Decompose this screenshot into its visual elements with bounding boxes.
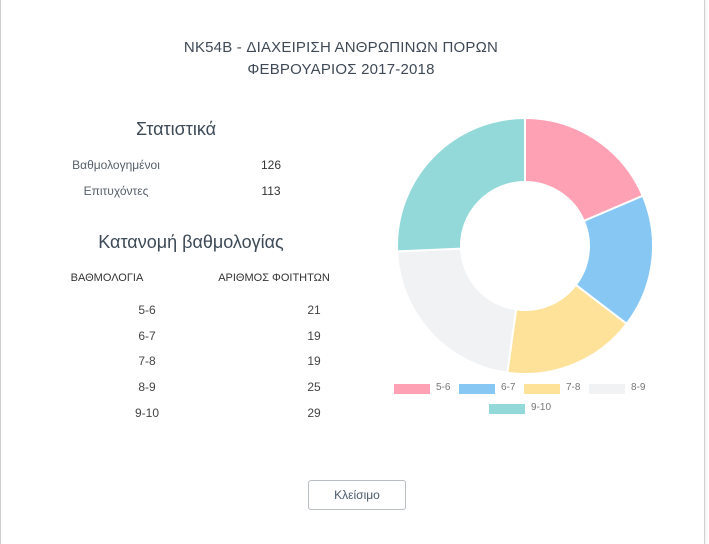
stats-value: 126 xyxy=(260,158,282,172)
grade-range: 7-8 xyxy=(138,354,156,368)
grade-range: 6-7 xyxy=(138,329,156,343)
grade-distribution-chart xyxy=(393,114,658,379)
column-header-grade: ΒΑΘΜΟΛΟΓΙΑ xyxy=(70,272,144,284)
student-count: 21 xyxy=(307,303,321,317)
legend-label: 8-9 xyxy=(631,382,646,393)
modal-title-line1: NK54B - ΔΙΑΧΕΙΡΙΣΗ ΑΝΘΡΩΠΙΝΩΝ ΠΟΡΩΝ xyxy=(183,39,499,56)
stats-label: Επιτυχόντες xyxy=(83,184,149,198)
stats-value: 113 xyxy=(261,184,281,198)
grade-range: 5-6 xyxy=(138,303,156,317)
legend-label: 6-7 xyxy=(501,382,516,393)
donut-slice-8-9[interactable] xyxy=(396,247,518,374)
legend-swatch xyxy=(524,384,560,394)
donut-slice-9-10[interactable] xyxy=(396,116,526,253)
close-button[interactable]: Κλείσιμο xyxy=(308,480,406,510)
legend-swatch xyxy=(489,404,525,414)
donut-chart-svg xyxy=(396,116,654,375)
legend-swatch xyxy=(459,384,495,394)
column-header-students: ΑΡΙΘΜΟΣ ΦΟΙΤΗΤΩΝ xyxy=(218,272,330,284)
modal-title-line2: ΦΕΒΡΟΥΑΡΙΟΣ 2017-2018 xyxy=(247,61,435,78)
legend-swatch xyxy=(589,384,625,394)
student-count: 25 xyxy=(307,380,321,394)
modal-title: NK54B - ΔΙΑΧΕΙΡΙΣΗ ΑΝΘΡΩΠΙΝΩΝ ΠΟΡΩΝ ΦΕΒΡ… xyxy=(1,37,681,81)
grade-range: 9-10 xyxy=(134,406,160,420)
legend-label: 7-8 xyxy=(566,382,581,393)
statistics-heading: Στατιστικά xyxy=(135,119,217,139)
distribution-heading: Κατανομή βαθμολογίας xyxy=(98,232,284,252)
student-count: 29 xyxy=(307,406,321,420)
student-count: 19 xyxy=(307,329,321,343)
legend-label: 5-6 xyxy=(436,382,451,393)
legend-swatch xyxy=(394,384,430,394)
grade-range: 8-9 xyxy=(138,380,156,394)
student-count: 19 xyxy=(307,354,321,368)
legend-label: 9-10 xyxy=(531,402,552,413)
stats-label: Βαθμολογημένοι xyxy=(72,158,160,172)
